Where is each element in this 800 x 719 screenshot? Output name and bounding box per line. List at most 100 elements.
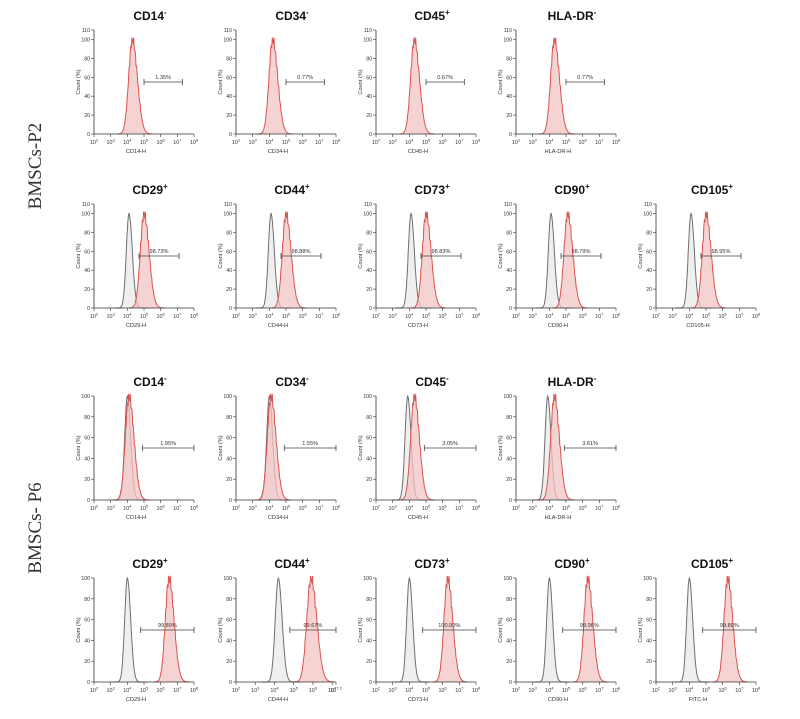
x-axis-label: HLA-DR-H xyxy=(545,515,572,521)
y-axis-label: Count (%) xyxy=(76,617,82,642)
x-tick-label: 103 xyxy=(107,312,116,321)
x-tick-base: 10 xyxy=(90,688,96,694)
x-tick-base: 10 xyxy=(251,688,257,694)
x-tick-base: 10 xyxy=(529,314,535,320)
x-tick-base: 10 xyxy=(529,140,535,146)
y-axis-label: Count (%) xyxy=(358,435,364,460)
y-axis-label: Count (%) xyxy=(218,69,224,94)
x-tick-label: 103 xyxy=(107,504,116,513)
x-tick-label: 106 xyxy=(157,138,166,147)
x-axis-label: CD34-H xyxy=(268,149,288,155)
x-tick-exponent: 8 xyxy=(196,312,199,317)
panel-title-sign: - xyxy=(446,374,449,383)
y-tick-label: 40 xyxy=(366,638,372,644)
y-tick-label: 110 xyxy=(364,28,372,34)
x-tick-base: 10 xyxy=(472,140,478,146)
y-tick-label: 0 xyxy=(649,680,652,686)
x-tick-base: 10 xyxy=(315,314,321,320)
x-tick-exponent: 7 xyxy=(741,312,744,317)
x-tick-label: 105 xyxy=(422,504,431,513)
x-tick-base: 10 xyxy=(562,140,568,146)
histogram-panel-p2-cd45: CD45+ 0 20 40 60 80 100 110 102 103 104 105 106 107 10… xyxy=(352,8,482,158)
x-tick-exponent: 7 xyxy=(601,312,604,317)
x-tick-exponent: 4 xyxy=(271,504,274,509)
panel-title: CD73+ xyxy=(372,556,492,571)
y-tick-label: 80 xyxy=(84,597,90,603)
x-tick-label: 102 xyxy=(512,686,521,695)
x-tick-exponent: 4 xyxy=(411,138,414,143)
x-tick-label: 104 xyxy=(405,312,414,321)
x-tick-base: 10 xyxy=(190,506,196,512)
x-tick-base: 10 xyxy=(735,688,741,694)
x-tick-label: 108 xyxy=(472,312,481,321)
histogram-fill-marker xyxy=(117,37,153,134)
y-tick-label: 20 xyxy=(366,659,372,665)
x-tick-exponent: 3 xyxy=(395,686,398,691)
y-tick-label: 60 xyxy=(506,436,512,442)
y-tick-label: 60 xyxy=(366,618,372,624)
x-tick-exponent: 6 xyxy=(725,686,728,691)
x-tick-label: 102 xyxy=(372,686,381,695)
histogram-fill-marker xyxy=(399,393,435,500)
x-tick-base: 10 xyxy=(140,688,146,694)
x-tick-label: 102 xyxy=(372,312,381,321)
y-tick-label: 110 xyxy=(504,202,512,208)
x-tick-label: 102 xyxy=(90,138,99,147)
x-tick-label: 108 xyxy=(612,686,621,695)
x-tick-base: 10 xyxy=(595,140,601,146)
x-tick-label: 106 xyxy=(579,138,588,147)
x-tick-label: 105 xyxy=(422,138,431,147)
panel-title-marker: HLA-DR xyxy=(547,9,594,23)
x-tick-exponent: 3 xyxy=(535,504,538,509)
y-tick-label: 80 xyxy=(646,597,652,603)
x-axis-label: CD90-H xyxy=(548,323,568,329)
x-tick-base: 10 xyxy=(389,314,395,320)
x-tick-base: 10 xyxy=(190,140,196,146)
x-tick-base: 10 xyxy=(290,688,296,694)
panel-title-sign: + xyxy=(445,8,450,17)
x-tick-label: 108 xyxy=(612,504,621,513)
x-tick-exponent: 8 xyxy=(478,504,481,509)
histogram-line-marker xyxy=(257,37,293,135)
x-tick-base: 10 xyxy=(422,140,428,146)
x-tick-base: 10 xyxy=(719,314,725,320)
panel-title-sign: - xyxy=(164,374,167,383)
x-tick-base: 10 xyxy=(190,688,196,694)
y-axis-label: Count (%) xyxy=(218,617,224,642)
x-tick-exponent: 2 xyxy=(518,504,521,509)
row-label-p6: BMSCs- P6 xyxy=(25,482,46,574)
x-tick-base: 10 xyxy=(107,314,113,320)
panel-title-sign: - xyxy=(593,374,597,383)
y-tick-label: 100 xyxy=(643,211,652,217)
panel-title-sign: + xyxy=(445,182,450,191)
y-tick-label: 0 xyxy=(509,498,512,504)
x-axis-label: CD73-H xyxy=(408,697,428,703)
y-tick-label: 20 xyxy=(84,659,90,665)
x-tick-label: 107 xyxy=(595,312,604,321)
histogram-line-marker xyxy=(256,393,292,501)
x-axis-label: CD29-H xyxy=(126,697,146,703)
y-tick-label: 110 xyxy=(644,202,652,208)
x-tick-exponent: 8 xyxy=(618,504,621,509)
y-tick-label: 60 xyxy=(226,436,232,442)
y-axis-label: Count (%) xyxy=(218,435,224,460)
y-tick-label: 100 xyxy=(503,394,512,400)
x-tick-base: 10 xyxy=(389,140,395,146)
x-tick-base: 10 xyxy=(90,506,96,512)
x-tick-label: 105 xyxy=(140,138,149,147)
x-tick-exponent: 3 xyxy=(255,138,258,143)
x-tick-label: 107 xyxy=(315,138,324,147)
y-tick-label: 60 xyxy=(226,249,232,255)
histogram-fill-marker xyxy=(572,575,608,682)
y-tick-label: 100 xyxy=(503,37,512,43)
x-tick-base: 10 xyxy=(472,314,478,320)
y-axis-label: Count (%) xyxy=(638,243,644,268)
panel-title-marker: CD34 xyxy=(275,375,306,389)
panel-title-marker: CD73 xyxy=(414,183,445,197)
x-tick-label: 108 xyxy=(752,312,761,321)
x-tick-base: 10 xyxy=(579,506,585,512)
x-tick-base: 10 xyxy=(173,314,179,320)
x-tick-base: 10 xyxy=(439,506,445,512)
x-tick-base: 10 xyxy=(123,688,129,694)
panel-title: CD14- xyxy=(90,8,210,23)
